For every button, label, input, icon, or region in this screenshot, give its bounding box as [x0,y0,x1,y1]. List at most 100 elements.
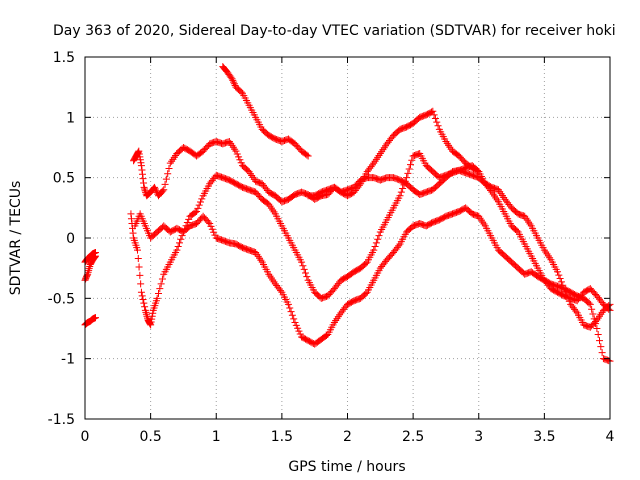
x-tick-label: 1 [212,429,221,445]
data-point [233,150,241,158]
data-point [156,285,164,293]
data-point [137,280,145,288]
axis-ticks: 0 0.5 1 1.5 2 2.5 3 3.5 4 -1.5 -1 -0.5 0 0.5 1 1.5 [48,50,615,445]
y-tick-label: -1 [61,352,75,368]
data-point [430,111,438,119]
data-point [135,263,143,271]
data-point [294,324,302,332]
data-point [140,299,148,307]
series-track-e [127,150,614,329]
data-point [155,290,162,298]
data-point [136,153,144,161]
data-point [92,248,99,256]
data-point [475,168,483,176]
data-point [141,303,149,311]
series-track-h [304,107,483,200]
data-point [429,107,437,115]
data-point [157,280,165,288]
x-tick-label: 1.5 [271,429,293,445]
data-point [142,308,150,316]
data-point [277,287,285,295]
data-point [164,170,172,178]
data-point [303,273,311,281]
data-point [158,275,166,283]
data-point [135,147,143,155]
data-point [397,188,405,196]
data-point [232,147,240,155]
x-axis-title: GPS time / hours [288,459,405,475]
data-point [284,300,292,308]
data-point [159,187,167,195]
data-point [148,315,156,323]
data-point [237,159,245,167]
y-tick-label: 0 [66,231,75,247]
data-point [85,266,93,274]
y-tick-label: -1.5 [48,412,75,428]
data-point [288,311,296,319]
data-point [590,315,598,323]
data-point [134,255,142,263]
series-track-d [130,137,614,331]
x-tick-label: 0.5 [139,429,161,445]
data-point [586,300,594,308]
data-point [148,312,156,320]
data-point [149,309,157,317]
data-point [236,156,244,164]
data-point [137,159,145,167]
data-point [140,183,148,191]
data-point [127,215,135,223]
data-point [585,299,593,307]
data-point [141,185,149,193]
data-point [191,208,199,216]
data-point [403,174,411,182]
x-tick-label: 0 [81,429,90,445]
data-point [513,227,521,235]
data-point [374,235,382,243]
y-tick-label: 0.5 [53,171,75,187]
data-point [92,314,99,322]
data-point [151,183,159,191]
data-point [431,115,439,123]
data-point [136,156,144,164]
data-point [572,307,580,315]
data-point [404,169,412,177]
data-point [134,246,141,254]
data-points [81,63,614,365]
data-point [194,204,202,212]
data-point [135,150,143,158]
data-point [396,192,404,200]
data-point [399,185,407,193]
data-point [304,152,312,160]
data-point [395,242,403,250]
data-point [198,195,206,203]
data-point [302,269,309,277]
data-point [237,88,245,96]
data-point [287,308,295,316]
data-point [230,78,238,86]
data-point [151,185,159,193]
data-point [401,177,409,185]
series-track-f [131,204,614,365]
data-point [290,315,298,323]
data-point [605,305,613,313]
data-point [400,181,408,189]
data-point [138,292,146,300]
data-point [153,294,161,302]
chart-title: Day 363 of 2020, Sidereal Day-to-day VTE… [53,23,616,39]
data-point [295,327,303,335]
data-point [473,167,481,175]
data-point [589,310,597,318]
data-point [127,210,135,218]
data-point [129,229,137,237]
data-point [596,337,603,345]
data-point [152,187,160,195]
data-point [206,220,214,228]
data-point [230,80,238,88]
y-tick-label: -0.5 [48,291,75,307]
data-point [137,288,145,296]
data-point [434,122,442,130]
data-point [303,151,311,159]
data-point [173,246,181,254]
data-point [593,325,601,332]
data-point [185,215,193,223]
